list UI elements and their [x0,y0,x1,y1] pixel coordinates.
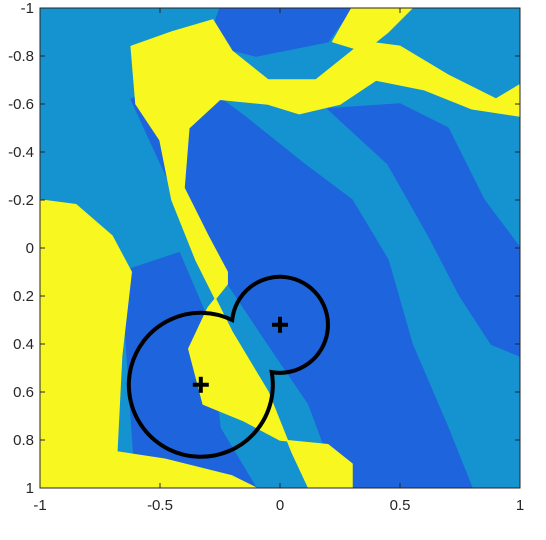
region-yellow-top-right [332,8,413,52]
x-tick-label: 1 [516,497,524,514]
x-tick-label: 0.5 [390,497,411,514]
y-tick-label: -1 [21,0,34,17]
y-tick-label: -0.2 [8,192,34,209]
y-tick-label: 0 [26,240,34,257]
y-tick-label: 0.6 [13,384,34,401]
x-tick-label: 0 [276,497,284,514]
x-tick-label: -1 [33,497,46,514]
y-tick-label: 0.2 [13,288,34,305]
plot-area [40,8,520,488]
tick-layer: -1 -0.5 0 0.5 1-1-0.8-0.6-0.4-0.200.20.40.60… [8,0,524,514]
plus-marker-2 [272,316,288,333]
y-tick-label: 0.4 [13,336,34,353]
circle-union-outline [126,274,330,459]
y-tick-label: 1 [26,480,34,497]
region-yellow-diagonal [130,19,520,488]
plus-marker-1 [192,376,209,393]
x-tick-label: -0.5 [147,497,173,514]
y-tick-label: -0.8 [8,48,34,65]
region-yellow-left [40,199,257,488]
circle-overlay [126,274,330,459]
y-tick-label: -0.4 [8,144,34,161]
y-tick-label: 0.8 [13,432,34,449]
region-dark-band-right [327,103,520,357]
y-tick-label: -0.6 [8,96,34,113]
